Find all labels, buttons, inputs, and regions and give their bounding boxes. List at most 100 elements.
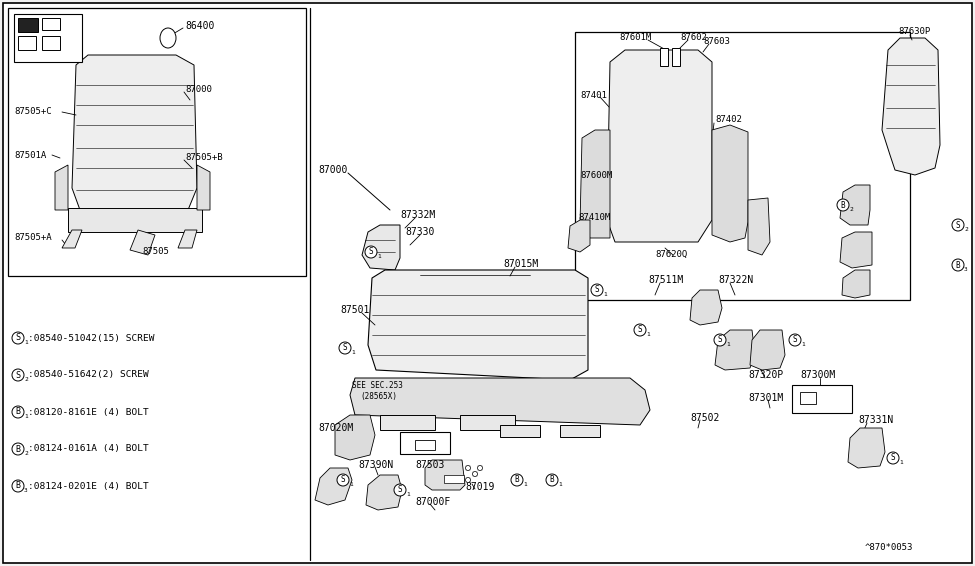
Text: 87601M: 87601M <box>619 33 651 42</box>
Text: 3: 3 <box>24 488 27 494</box>
Bar <box>8 8 306 276</box>
Polygon shape <box>712 125 748 242</box>
Text: 1: 1 <box>726 342 729 348</box>
Circle shape <box>465 465 471 470</box>
Text: 87501A: 87501A <box>14 151 46 160</box>
Polygon shape <box>55 165 68 210</box>
Text: S: S <box>595 285 600 294</box>
Polygon shape <box>882 38 940 175</box>
Polygon shape <box>368 270 588 380</box>
Circle shape <box>394 484 406 496</box>
Polygon shape <box>315 468 352 505</box>
Text: 1: 1 <box>558 482 562 487</box>
Text: S: S <box>956 221 960 229</box>
Text: 87602: 87602 <box>680 33 707 42</box>
Text: 1: 1 <box>24 414 27 419</box>
Text: 86400: 86400 <box>185 21 214 31</box>
Bar <box>575 32 910 300</box>
Text: 87000F: 87000F <box>415 497 450 507</box>
Bar <box>42 18 60 30</box>
Polygon shape <box>848 428 885 468</box>
Bar <box>400 432 450 454</box>
Bar <box>42 36 60 50</box>
Text: 87502: 87502 <box>690 413 720 423</box>
Bar <box>18 18 38 32</box>
Text: 87630P: 87630P <box>898 28 930 36</box>
Text: 1: 1 <box>406 492 409 498</box>
Polygon shape <box>425 460 465 490</box>
Circle shape <box>546 474 558 486</box>
Bar <box>660 48 668 66</box>
Text: 87410M: 87410M <box>578 213 610 222</box>
Polygon shape <box>750 330 785 370</box>
Text: 1: 1 <box>801 342 804 348</box>
Text: 87322N: 87322N <box>718 275 754 285</box>
Text: 87000: 87000 <box>318 165 347 175</box>
Circle shape <box>478 465 483 470</box>
Text: 87332M: 87332M <box>400 210 435 220</box>
Bar <box>444 475 464 483</box>
Text: B: B <box>840 200 845 209</box>
Text: 87501: 87501 <box>340 305 370 315</box>
Text: 87600M: 87600M <box>580 170 612 179</box>
Bar <box>800 392 816 404</box>
Bar <box>18 36 36 50</box>
Bar <box>415 440 435 450</box>
Polygon shape <box>197 165 210 210</box>
Polygon shape <box>690 290 722 325</box>
Circle shape <box>12 369 24 381</box>
Text: 2: 2 <box>24 452 27 456</box>
Polygon shape <box>715 330 755 370</box>
Text: S: S <box>342 344 347 353</box>
Polygon shape <box>748 198 770 255</box>
Text: 87505+B: 87505+B <box>185 153 222 162</box>
Text: 3: 3 <box>964 267 968 272</box>
Polygon shape <box>568 220 590 252</box>
Text: 87390N: 87390N <box>358 460 393 470</box>
Text: S: S <box>16 371 20 379</box>
Circle shape <box>337 474 349 486</box>
Text: B: B <box>16 482 20 491</box>
Text: S: S <box>369 247 373 256</box>
Text: ^870*0053: ^870*0053 <box>865 543 914 552</box>
Circle shape <box>952 219 964 231</box>
Text: 87000: 87000 <box>185 85 212 95</box>
Polygon shape <box>350 378 650 425</box>
Text: 87603: 87603 <box>703 37 730 46</box>
Text: S: S <box>718 336 722 345</box>
Text: S: S <box>638 325 643 335</box>
Polygon shape <box>840 232 872 268</box>
Polygon shape <box>362 225 400 270</box>
Bar <box>460 415 515 430</box>
Circle shape <box>952 259 964 271</box>
Text: S: S <box>398 486 403 495</box>
Text: B: B <box>956 260 960 269</box>
Bar <box>14 14 82 62</box>
Circle shape <box>339 342 351 354</box>
Text: S: S <box>891 453 895 462</box>
Text: S: S <box>793 336 798 345</box>
Text: 1: 1 <box>646 332 649 337</box>
Polygon shape <box>842 270 870 298</box>
Circle shape <box>365 246 377 258</box>
Circle shape <box>714 334 726 346</box>
Bar <box>560 425 600 437</box>
Polygon shape <box>72 55 197 210</box>
Polygon shape <box>62 230 82 248</box>
Text: (28565X): (28565X) <box>360 392 397 401</box>
Text: 1: 1 <box>603 293 606 297</box>
Text: :08540-51642(2) SCREW: :08540-51642(2) SCREW <box>28 371 149 379</box>
Text: B: B <box>16 408 20 417</box>
Text: 2: 2 <box>849 207 853 212</box>
Text: 87300M: 87300M <box>800 370 836 380</box>
Text: B: B <box>550 475 555 484</box>
Text: 87620Q: 87620Q <box>655 250 687 259</box>
Text: B: B <box>515 475 520 484</box>
Circle shape <box>837 199 849 211</box>
Text: 87505+A: 87505+A <box>14 234 52 242</box>
Text: 87401: 87401 <box>580 91 606 100</box>
Text: S: S <box>340 475 345 484</box>
Bar <box>672 48 680 66</box>
Polygon shape <box>68 208 202 232</box>
Text: S: S <box>16 333 20 342</box>
